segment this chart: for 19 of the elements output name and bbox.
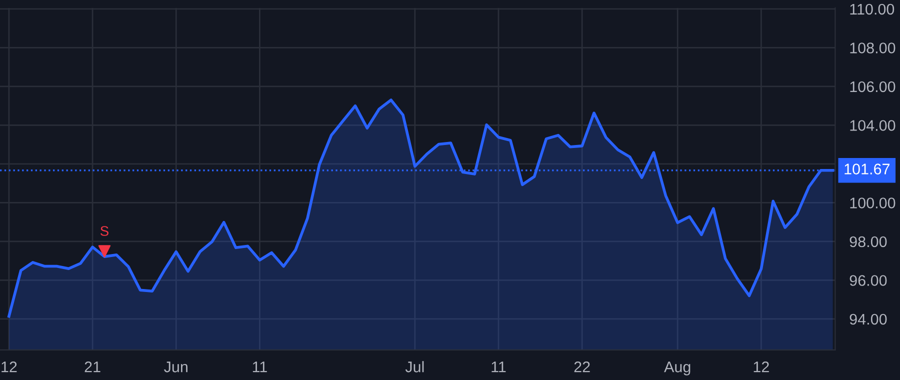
y-tick-label: 98.00: [850, 236, 887, 248]
x-tick-label: 22: [574, 361, 590, 372]
x-tick-label: 21: [84, 361, 100, 372]
x-tick-label: Jun: [164, 362, 188, 372]
y-tick-label: 110.00: [850, 4, 894, 15]
x-tick-label: 11: [252, 362, 267, 372]
x-tick-label: Aug: [664, 362, 690, 376]
x-tick-label: 11: [492, 362, 506, 372]
x-tick-label: 12: [2, 361, 17, 372]
y-tick-label: 94.00: [850, 314, 887, 325]
x-tick-label: Jul: [405, 361, 424, 372]
y-tick-label: 104.00: [850, 120, 896, 131]
x-tick-label: 12: [754, 361, 769, 372]
y-tick-label: 106.00: [850, 81, 896, 92]
ref-line-label: 101.67: [844, 164, 890, 174]
y-tick-label: 100.00: [850, 198, 896, 208]
series-label: S: [100, 226, 108, 236]
y-tick-label: 96.00: [850, 275, 887, 286]
y-tick-label: 108.00: [850, 42, 896, 54]
